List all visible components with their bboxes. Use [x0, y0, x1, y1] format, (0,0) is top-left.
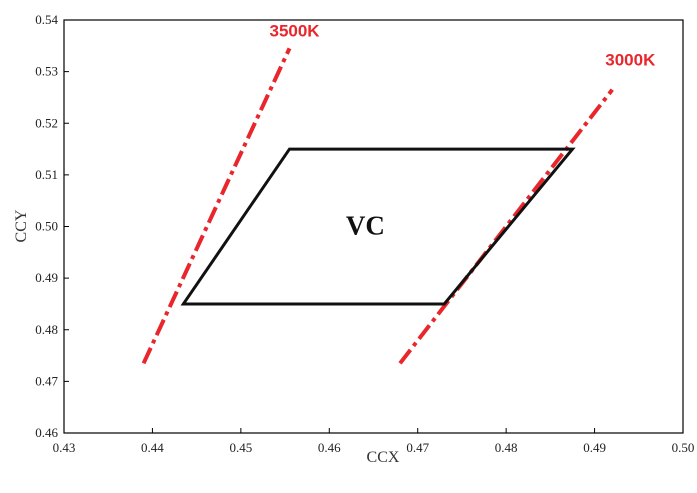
- x-axis: 0.43 0.44 0.45 0.46 0.47 0.48 0.49 0.50: [53, 428, 695, 455]
- y-tick-label: 0.49: [35, 270, 58, 285]
- x-tick-label: 0.50: [672, 440, 695, 455]
- vc-region-outline: [180, 147, 576, 306]
- y-axis: 0.46 0.47 0.48 0.49 0.50 0.51 0.52 0.53 0.54: [35, 12, 69, 440]
- x-tick-label: 0.43: [53, 440, 76, 455]
- isotherm-line-3000K: [398, 88, 614, 365]
- x-tick-label: 0.46: [318, 440, 341, 455]
- x-tick-label: 0.45: [229, 440, 252, 455]
- x-tick-label: 0.49: [583, 440, 606, 455]
- y-tick-label: 0.46: [35, 425, 58, 440]
- x-axis-title: CCX: [367, 449, 400, 466]
- y-tick-label: 0.47: [35, 373, 58, 388]
- y-tick-label: 0.53: [35, 64, 58, 79]
- y-tick-label: 0.54: [35, 12, 58, 27]
- y-tick-label: 0.52: [35, 115, 58, 130]
- isotherm-lines: 3500K 3000K: [141, 21, 656, 365]
- vc-region-label: VC: [346, 211, 385, 241]
- isotherm-label: 3500K: [269, 21, 320, 40]
- y-tick-label: 0.50: [35, 219, 58, 234]
- vc-region: VC: [180, 147, 576, 306]
- x-tick-label: 0.48: [495, 440, 518, 455]
- x-tick-label: 0.47: [406, 440, 429, 455]
- y-tick-label: 0.51: [35, 167, 58, 182]
- y-axis-title: CCY: [13, 209, 30, 242]
- isotherm-line-3500K: [141, 47, 292, 365]
- isotherm-label: 3000K: [605, 51, 656, 70]
- x-tick-label: 0.44: [141, 440, 164, 455]
- y-tick-label: 0.48: [35, 322, 58, 337]
